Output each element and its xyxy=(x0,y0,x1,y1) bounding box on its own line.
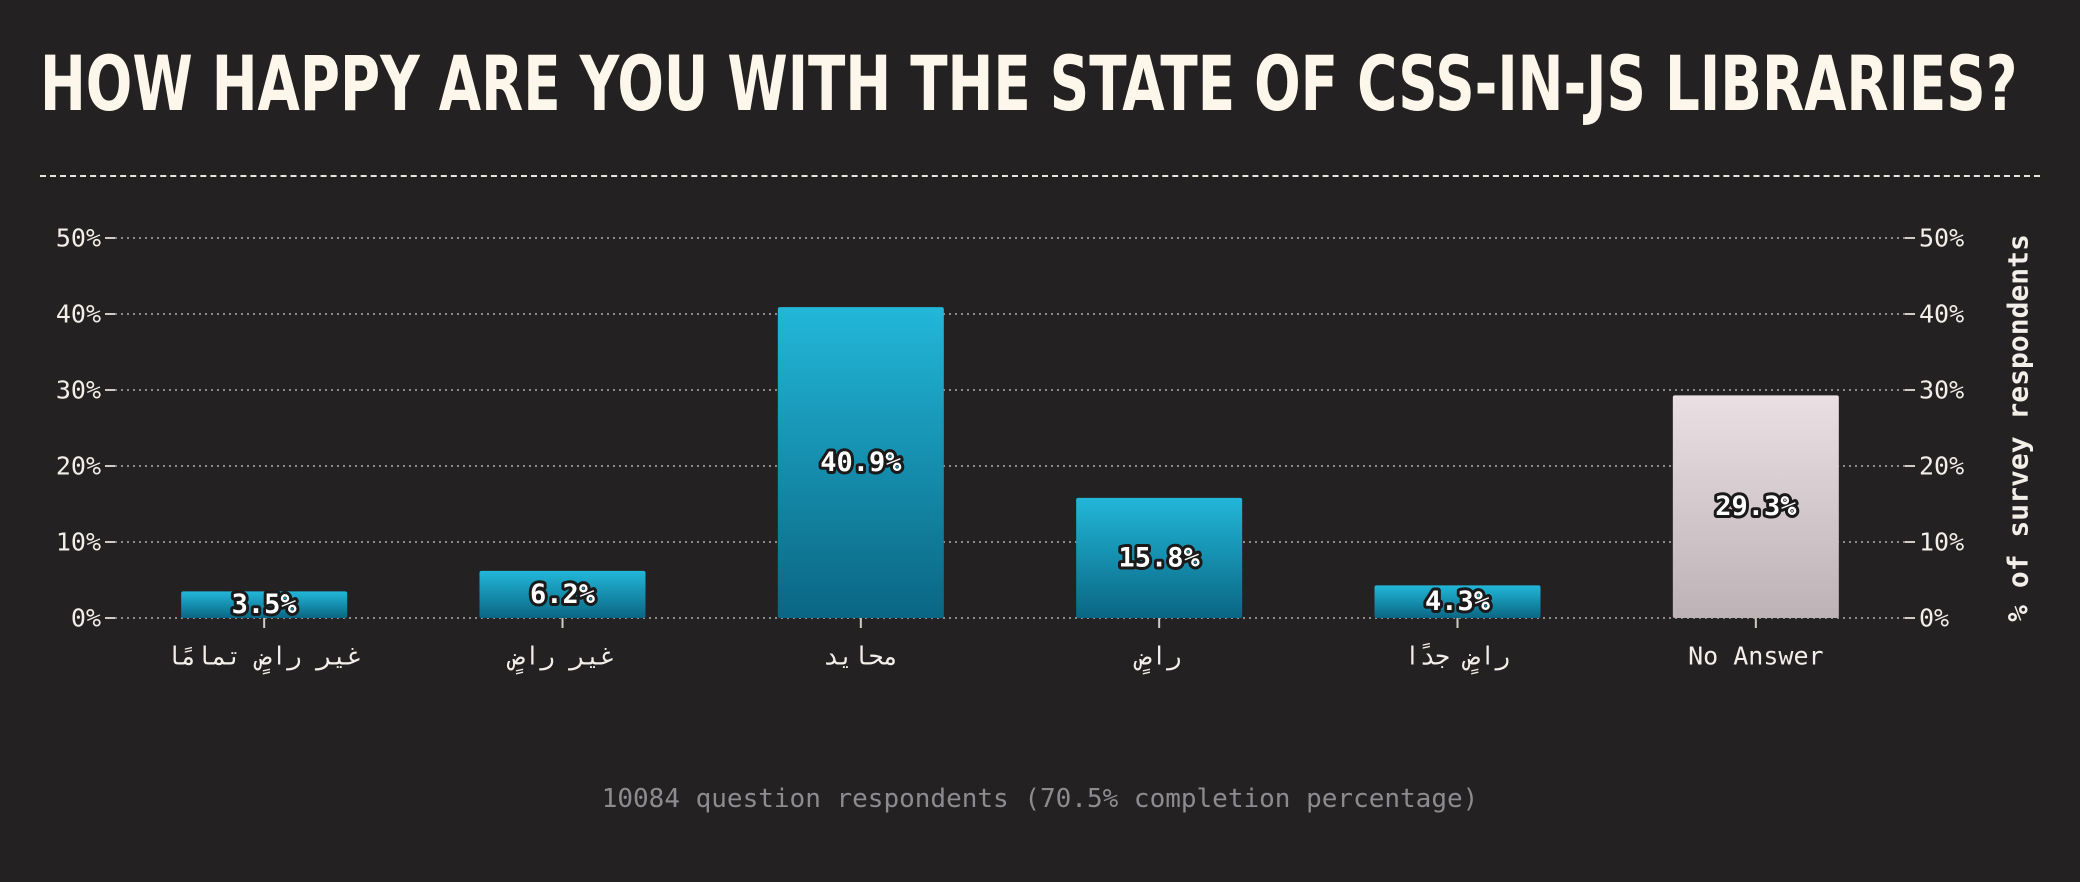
bar xyxy=(1076,497,1243,618)
x-tick-label: غير راضٍ xyxy=(507,642,615,675)
y-tick-label-left: 50% xyxy=(56,224,101,253)
x-tick-label: No Answer xyxy=(1688,642,1823,671)
y-tick-label-right: 40% xyxy=(1919,300,1964,329)
value-label: 3.5% xyxy=(232,589,298,620)
respondents-note: 10084 question respondents (70.5% comple… xyxy=(601,784,1479,814)
value-labels: 3.5% 6.2% 40.9% 15.8% 4.3% 29.3% xyxy=(229,444,1801,623)
y-tick-label-left: 30% xyxy=(56,376,101,405)
value-label: 4.3% xyxy=(1425,586,1491,617)
x-axis: غير راضٍ تمامًا غير راضٍ محايد راضٍ راضٍ جدً… xyxy=(166,618,1824,675)
x-tick-label: محايد xyxy=(823,642,898,671)
y-tick-label-right: 20% xyxy=(1919,452,1964,481)
y-tick-label-left: 40% xyxy=(56,300,101,329)
y-tick-label-right: 10% xyxy=(1919,528,1964,557)
x-tick-label: راضٍ جدًا xyxy=(1405,642,1510,675)
chart-title: HOW HAPPY ARE YOU WITH THE STATE OF CSS-… xyxy=(40,39,2018,128)
value-label: 6.2% xyxy=(530,579,596,610)
x-tick-label: راضٍ xyxy=(1134,642,1182,675)
value-label: 40.9% xyxy=(820,447,902,478)
y-tick-label-right: 50% xyxy=(1919,224,1964,253)
y-tick-label-right: 30% xyxy=(1919,376,1964,405)
y-axis-right: 0% 10% 20% 30% 40% 50% xyxy=(1905,224,1964,633)
bar xyxy=(479,570,646,618)
x-tick-label: غير راضٍ تمامًا xyxy=(166,642,362,675)
grid-lines xyxy=(115,237,1905,619)
y-tick-label-right: 0% xyxy=(1919,604,1949,633)
y-tick-label-left: 20% xyxy=(56,452,101,481)
bar xyxy=(1374,585,1541,618)
title-divider xyxy=(40,175,2040,177)
bars xyxy=(181,307,1839,618)
y-tick-label-left: 10% xyxy=(56,528,101,557)
value-label: 29.3% xyxy=(1715,491,1797,522)
value-label: 15.8% xyxy=(1119,542,1201,573)
bar xyxy=(777,307,944,618)
bar xyxy=(1672,395,1839,618)
y-axis-left: 0% 10% 20% 30% 40% 50% xyxy=(56,224,115,633)
bar xyxy=(181,591,348,618)
y-tick-label-left: 0% xyxy=(71,604,101,633)
y-axis-title: % of survey respondents xyxy=(2002,234,2035,622)
